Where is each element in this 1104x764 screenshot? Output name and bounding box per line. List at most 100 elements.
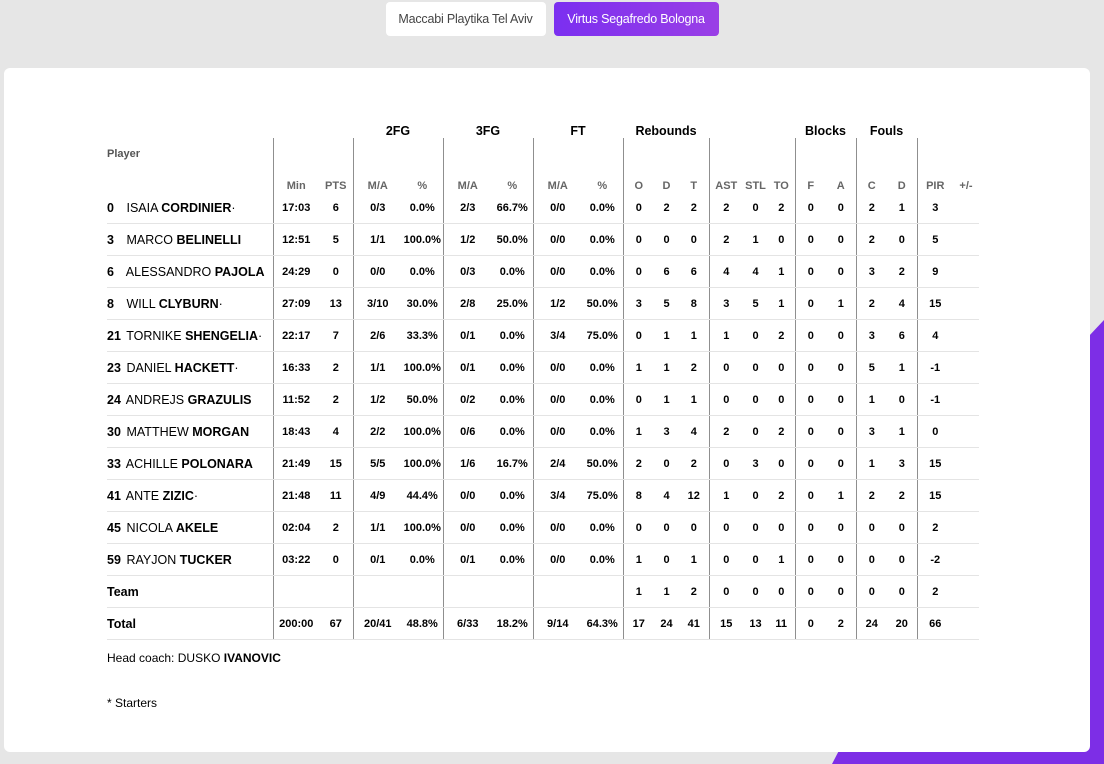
player-cell[interactable]: 45 NICOLA AKELE (107, 511, 273, 544)
cell-2fg-pct: 44.4% (402, 479, 443, 512)
cell-2fg-pct (402, 575, 443, 608)
player-last-name[interactable]: MORGAN (192, 424, 250, 439)
col-ft-pct[interactable]: % (597, 180, 608, 192)
col-to[interactable]: TO (773, 180, 789, 192)
player-cell[interactable]: 33 ACHILLE POLONARA (107, 447, 273, 480)
player-last-name[interactable]: POLONARA (181, 456, 253, 471)
boxscore-body: 0 ISAIA CORDINIER· 17:03 6 0/3 0.0% 2/3 66.7% 0… (107, 192, 979, 640)
player-last-name[interactable]: AKELE (175, 520, 219, 535)
col-ast[interactable]: AST (708, 138, 743, 192)
cell-2fg-pct: 0.0% (402, 543, 443, 576)
col-foul-c[interactable]: C (855, 138, 887, 192)
cell-foul-d: 2 (887, 479, 917, 512)
player-cell[interactable]: 8 WILL CLYBURN· (107, 287, 273, 320)
table-row[interactable]: 30 MATTHEW MORGAN 18:43 4 2/2 100.0% 0/6 0.0% 0… (107, 415, 979, 448)
player-last-name[interactable]: BELINELLI (176, 232, 242, 247)
cell-foul-d: 1 (887, 415, 917, 448)
player-cell[interactable]: 23 DANIEL HACKETT· (107, 351, 273, 384)
cell-plus-minus (953, 319, 979, 352)
cell-ast: 0 (708, 511, 743, 544)
cell-to: 0 (768, 223, 795, 256)
col-pir[interactable]: PIR (916, 138, 953, 192)
cell-foul-c: 3 (855, 415, 887, 448)
cell-3fg-ma: 6/33 (442, 607, 492, 640)
col-plus-minus[interactable]: +/- (959, 180, 973, 192)
col-pts[interactable]: PTS (325, 180, 347, 192)
cell-ft-pct: 0.0% (582, 223, 623, 256)
player-cell[interactable]: 41 ANTE ZIZIC· (107, 479, 273, 512)
col-reb-d[interactable]: D (662, 180, 671, 192)
player-number: 23 (107, 360, 121, 375)
cell-2fg-ma: 2/2 (352, 415, 402, 448)
cell-foul-d: 0 (887, 383, 917, 416)
player-cell[interactable]: 30 MATTHEW MORGAN (107, 415, 273, 448)
col-reb-t[interactable]: T (690, 180, 698, 192)
table-row[interactable]: 45 NICOLA AKELE 02:04 2 1/1 100.0% 0/0 0.0% 0/0… (107, 511, 979, 544)
player-last-name[interactable]: TUCKER (179, 552, 232, 567)
player-last-name[interactable]: HACKETT (174, 360, 235, 375)
cell-min: 22:17 (272, 319, 319, 352)
cell-stl: 0 (743, 543, 768, 576)
col-ft-ma[interactable]: M/A (532, 138, 582, 192)
cell-pir: 2 (916, 511, 953, 544)
table-row[interactable]: 23 DANIEL HACKETT· 16:33 2 1/1 100.0% 0/1 0.0%… (107, 351, 979, 384)
col-2fg-pct[interactable]: % (417, 180, 428, 192)
tab-virtus[interactable]: Virtus Segafredo Bologna (553, 2, 719, 36)
cell-3fg-ma: 2/3 (442, 192, 492, 224)
player-cell[interactable]: 59 RAYJON TUCKER (107, 543, 273, 576)
table-row[interactable]: 33 ACHILLE POLONARA 21:49 15 5/5 100.0% 1/6 16… (107, 447, 979, 480)
player-first-name: ANDREJS (125, 392, 185, 407)
cell-ft-pct: 75.0% (582, 319, 623, 352)
table-row[interactable]: 24 ANDREJS GRAZULIS 11:52 2 1/2 50.0% 0/2 0.0%… (107, 383, 979, 416)
cell-2fg-ma: 5/5 (352, 447, 402, 480)
tab-maccabi[interactable]: Maccabi Playtika Tel Aviv (385, 2, 546, 36)
col-3fg-pct[interactable]: % (507, 180, 518, 192)
cell-foul-c: 0 (855, 543, 887, 576)
col-foul-d[interactable]: D (897, 180, 906, 192)
col-blk-a[interactable]: A (836, 180, 845, 192)
cell-3fg-ma: 0/2 (442, 383, 492, 416)
player-cell[interactable]: 3 MARCO BELINELLI (107, 223, 273, 256)
cell-to: 0 (768, 511, 795, 544)
col-min[interactable]: Min (272, 138, 319, 192)
cell-blk-a: 1 (826, 479, 856, 512)
player-cell[interactable]: 21 TORNIKE SHENGELIA· (107, 319, 273, 352)
col-reb-o[interactable]: O (622, 138, 654, 192)
player-last-name[interactable]: SHENGELIA (185, 328, 259, 343)
player-last-name[interactable]: CORDINIER (161, 200, 232, 215)
cell-reb-d: 0 (654, 543, 679, 576)
player-last-name[interactable]: ZIZIC (162, 488, 194, 503)
cell-stl: 13 (743, 607, 768, 640)
col-stl[interactable]: STL (745, 180, 766, 192)
table-row[interactable]: 59 RAYJON TUCKER 03:22 0 0/1 0.0% 0/1 0.0% 0/0 0… (107, 543, 979, 576)
cell-ft-ma: 0/0 (532, 543, 582, 576)
table-row[interactable]: 41 ANTE ZIZIC· 21:48 11 4/9 44.4% 0/0 0.0% 3/4 7… (107, 479, 979, 512)
cell-reb-o: 8 (622, 479, 654, 512)
cell-blk-a: 0 (826, 447, 856, 480)
col-blk-f[interactable]: F (794, 138, 826, 192)
player-last-name[interactable]: PAJOLA (214, 264, 265, 279)
cell-reb-t: 6 (679, 255, 709, 288)
cell-reb-o: 0 (622, 383, 654, 416)
player-cell[interactable]: 6 ALESSANDRO PAJOLA (107, 255, 273, 288)
table-row[interactable]: 3 MARCO BELINELLI 12:51 5 1/1 100.0% 1/2 50.0%… (107, 223, 979, 256)
cell-blk-f: 0 (794, 287, 826, 320)
cell-2fg-pct: 100.0% (402, 351, 443, 384)
col-3fg-ma[interactable]: M/A (442, 138, 492, 192)
cell-blk-a: 0 (826, 192, 856, 224)
cell-to: 2 (768, 479, 795, 512)
player-cell[interactable]: 0 ISAIA CORDINIER· (107, 192, 273, 224)
table-row[interactable]: 6 ALESSANDRO PAJOLA 24:29 0 0/0 0.0% 0/3 0.0% 0… (107, 255, 979, 288)
cell-blk-f: 0 (794, 415, 826, 448)
player-last-name[interactable]: GRAZULIS (187, 392, 252, 407)
col-2fg-ma[interactable]: M/A (352, 138, 402, 192)
table-row[interactable]: 0 ISAIA CORDINIER· 17:03 6 0/3 0.0% 2/3 66.7% 0… (107, 192, 979, 224)
cell-min: 200:00 (272, 607, 319, 640)
cell-3fg-pct (492, 575, 533, 608)
table-row[interactable]: 8 WILL CLYBURN· 27:09 13 3/10 30.0% 2/8 25.0% 1… (107, 287, 979, 320)
player-last-name[interactable]: CLYBURN (158, 296, 219, 311)
table-row[interactable]: 21 TORNIKE SHENGELIA· 22:17 7 2/6 33.3% 0/1 0.… (107, 319, 979, 352)
col-player[interactable]: Player (107, 148, 141, 160)
player-cell[interactable]: 24 ANDREJS GRAZULIS (107, 383, 273, 416)
cell-blk-a: 0 (826, 255, 856, 288)
